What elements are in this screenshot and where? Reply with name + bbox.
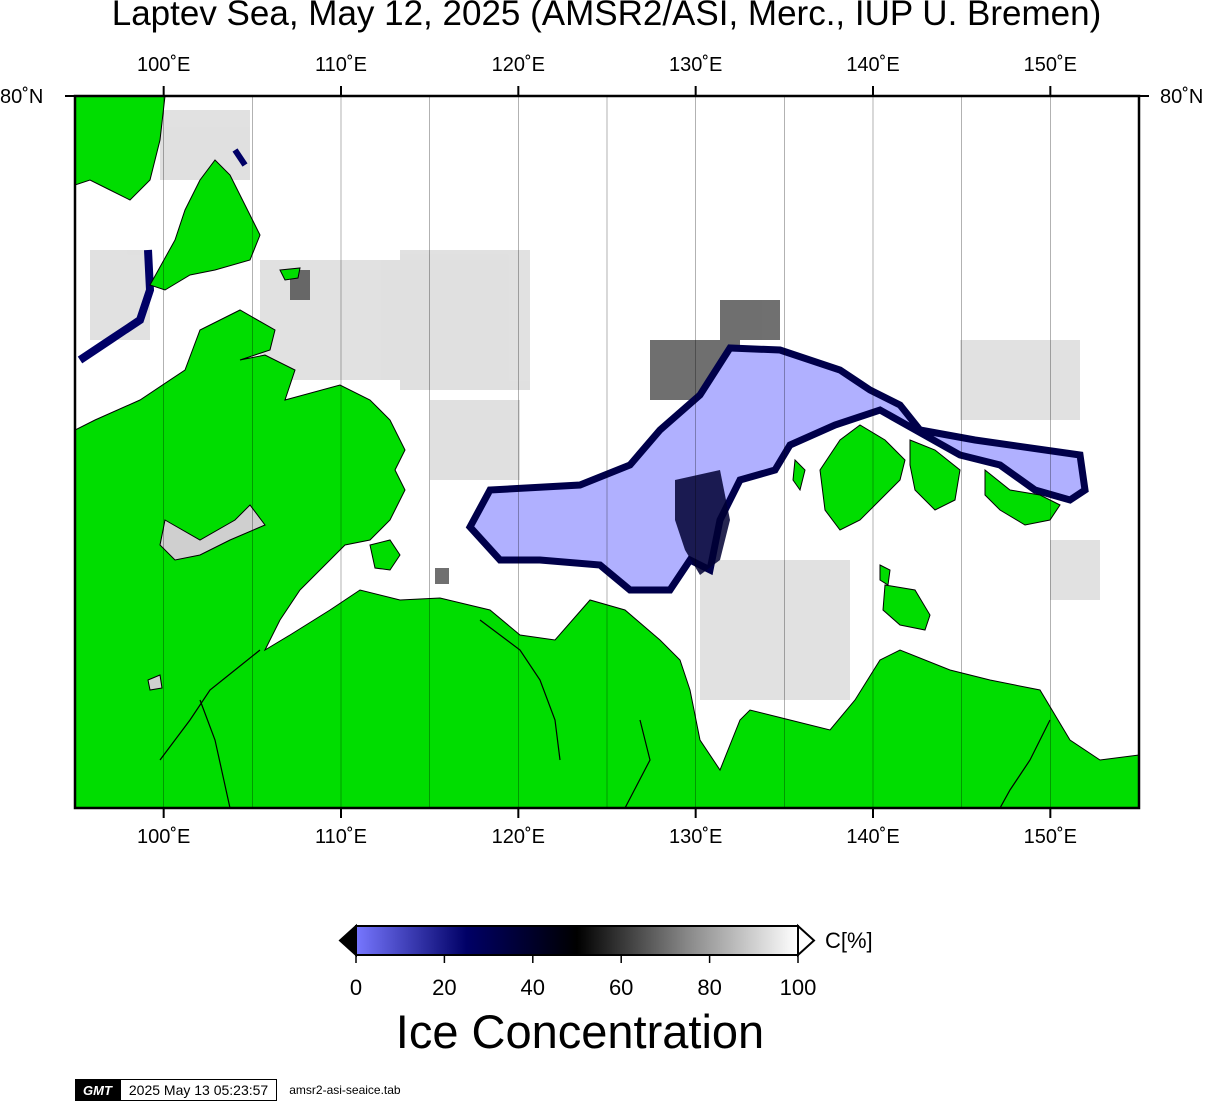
meridian-lines [163,96,1051,808]
colorbar-gradient [355,925,799,956]
lon-label-bottom: 110˚E [315,826,367,848]
lon-label-top: 100˚E [136,54,191,76]
fast-ice-west [465,344,1089,594]
colorbar-tick-label: 60 [608,975,634,1000]
lon-label-top: 110˚E [315,54,367,76]
colorbar-tick-label: 20 [432,975,457,1000]
gmt-timestamp: GMT 2025 May 13 05:23:57 amsr2-asi-seaic… [75,1079,401,1101]
lon-label-bottom: 120˚E [491,826,546,848]
command-text: amsr2-asi-seaice.tab [289,1083,401,1097]
lon-tick-marks [162,86,1052,818]
colorbar-tick-label: 80 [697,975,722,1000]
colorbar-tick-label: 40 [520,975,546,1000]
colorbar-under-triangle [338,923,357,958]
gmt-logo: GMT [75,1079,120,1101]
lon-label-bottom: 130˚E [668,826,723,848]
ice-edge-west-coast [77,249,155,364]
colorbar-tick-label: 100 [779,975,817,1000]
map-frame [73,94,1141,810]
lon-label-bottom: 140˚E [846,826,900,848]
colorbar-tick-label: 0 [349,975,363,1000]
colorbar-unit: C[%] [825,928,873,953]
inland-water [147,504,266,691]
map-title: Laptev Sea, May 12, 2025 (AMSR2/ASI, Mer… [111,0,1102,33]
timestamp-text: 2025 May 13 05:23:57 [119,1079,278,1101]
colorbar-over-triangle [797,923,816,958]
lon-label-top: 140˚E [846,54,900,76]
lon-label-top: 130˚E [668,54,723,76]
ice-edge-north-coast [232,148,248,167]
colorbar [338,923,816,963]
lon-label-bottom: 150˚E [1023,826,1078,848]
colorbar-title: Ice Concentration [395,1005,765,1058]
lat-label-left: 80˚N [0,86,44,108]
lon-label-bottom: 100˚E [136,826,191,848]
rivers [159,619,1051,808]
thin-ice-patches [90,110,1100,700]
lon-label-top: 120˚E [491,54,546,76]
lat-label-right: 80˚N [1160,86,1204,108]
dark-ice-center [675,470,730,575]
lon-label-top: 150˚E [1023,54,1078,76]
